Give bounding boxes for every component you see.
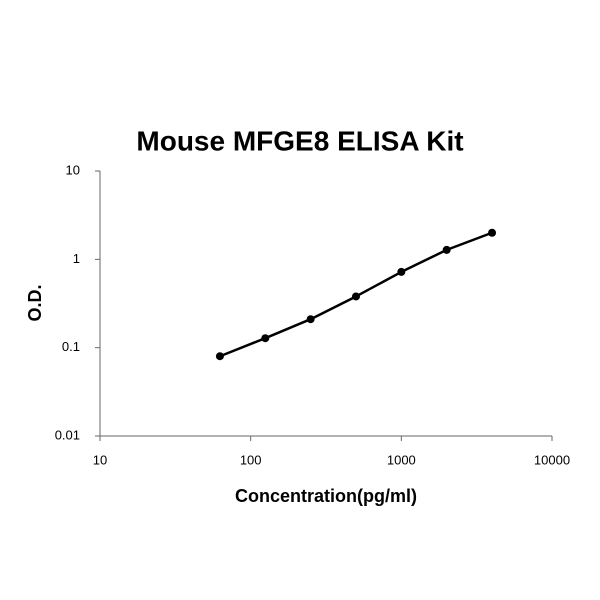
point [442,245,451,254]
x-tick-label: 10 [93,452,107,467]
point [397,267,406,276]
x-axis-label: Concentration(pg/ml) [235,486,417,506]
x-tick-label: 100 [240,452,262,467]
y-tick-label: 0.01 [55,427,80,442]
point [351,292,360,301]
y-tick-label: 0.1 [62,339,80,354]
point [215,352,224,361]
x-tick-label: 1000 [387,452,416,467]
point [261,334,270,343]
y-tick-label: 1 [73,251,80,266]
point [488,228,497,237]
x-tick-label: 10000 [534,452,570,467]
y-axis-label: O.D. [25,284,45,321]
chart-title: Mouse MFGE8 ELISA Kit [136,125,463,156]
point [306,315,315,324]
y-tick-label: 10 [66,162,80,177]
